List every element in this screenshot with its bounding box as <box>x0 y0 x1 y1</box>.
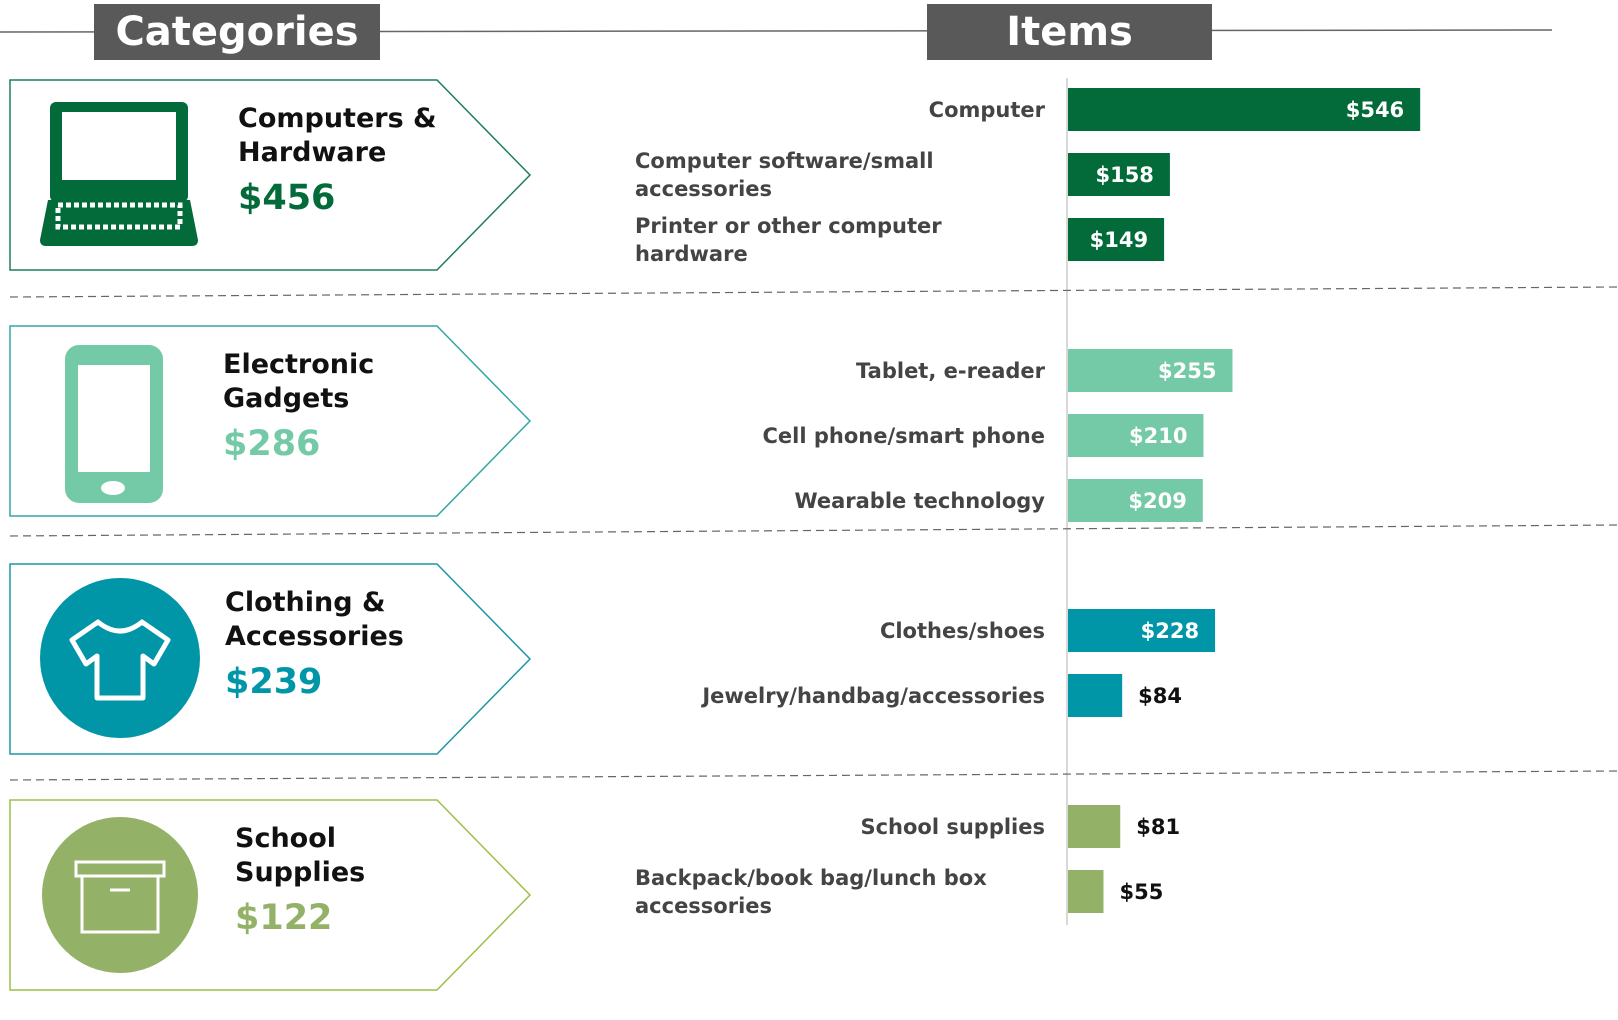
item-label: School supplies <box>860 814 1045 839</box>
bar <box>1068 88 1421 131</box>
category-total: $239 <box>225 662 323 702</box>
value-label: $84 <box>1138 683 1183 708</box>
shirt-icon <box>40 578 200 738</box>
value-label: $210 <box>1129 423 1188 448</box>
bar <box>1068 674 1123 717</box>
category-name: Computers & Hardware <box>238 103 437 168</box>
item-label: Wearable technology <box>794 488 1045 513</box>
category-name: Clothing & Accessories <box>225 587 404 652</box>
item-label: Tablet, e-reader <box>856 358 1045 383</box>
category-total: $286 <box>223 424 321 464</box>
category-name: School Supplies <box>235 823 366 888</box>
value-label: $158 <box>1095 162 1154 187</box>
item-label: Jewelry/handbag/accessories <box>702 683 1045 708</box>
bar <box>1068 479 1203 522</box>
value-label: $55 <box>1119 879 1164 904</box>
bar <box>1068 805 1121 848</box>
value-label: $255 <box>1158 358 1217 383</box>
header-categories: Categories <box>94 4 380 60</box>
item-label: Printer or other computer hardware <box>635 213 942 266</box>
category-total: $456 <box>238 178 336 218</box>
bar <box>1068 218 1165 261</box>
item-label: Cell phone/smart phone <box>762 423 1046 448</box>
item-label: Clothes/shoes <box>879 618 1045 643</box>
bar <box>1068 870 1104 913</box>
bar <box>1068 349 1233 392</box>
category-total: $122 <box>235 898 333 938</box>
box-icon <box>42 817 198 973</box>
value-label: $546 <box>1345 97 1405 122</box>
item-label: Computer software/small accessories <box>635 148 934 201</box>
item-label: Backpack/book bag/lunch box accessories <box>635 865 987 918</box>
value-label: $228 <box>1140 618 1200 643</box>
header-items: Items <box>927 4 1212 60</box>
value-label: $81 <box>1136 814 1181 839</box>
separators <box>9 286 1618 781</box>
value-label: $149 <box>1089 227 1149 252</box>
bar <box>1068 414 1204 457</box>
item-label: Computer <box>928 97 1045 122</box>
bar <box>1068 153 1170 196</box>
bar <box>1068 609 1216 652</box>
laptop-icon <box>40 102 198 246</box>
category-name: Electronic Gadgets <box>223 349 375 414</box>
value-label: $209 <box>1128 488 1187 513</box>
phone-icon <box>65 345 163 503</box>
